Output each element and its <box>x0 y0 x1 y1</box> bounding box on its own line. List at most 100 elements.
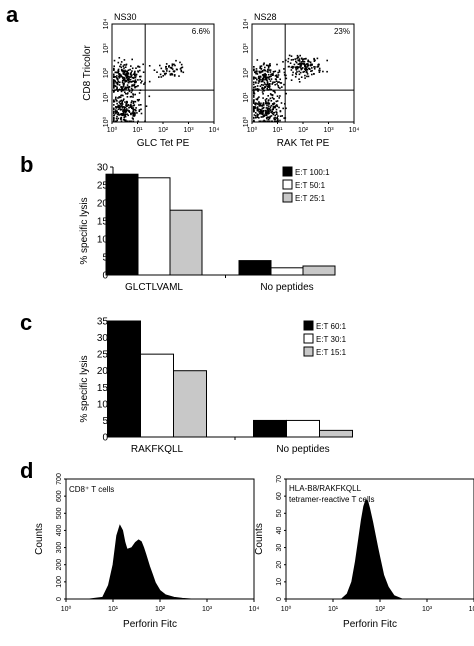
event-dot <box>269 106 272 108</box>
event-dot <box>275 100 278 103</box>
event-dot <box>268 88 271 90</box>
event-dot <box>263 114 265 116</box>
event-dot <box>135 73 138 76</box>
event-dot <box>255 68 258 70</box>
event-dot <box>117 69 119 72</box>
event-dot <box>130 87 133 90</box>
event-dot <box>313 68 316 70</box>
event-dot <box>258 96 260 98</box>
event-dot <box>260 71 262 74</box>
event-dot <box>166 70 168 72</box>
event-dot <box>132 101 135 103</box>
event-dot <box>264 69 266 72</box>
event-dot <box>133 115 136 117</box>
event-dot <box>130 91 133 94</box>
x-tick-label: 10¹ <box>272 127 283 134</box>
event-dot <box>266 104 268 107</box>
event-dot <box>269 107 271 110</box>
event-dot <box>263 74 266 77</box>
event-dot <box>262 120 264 123</box>
event-dot <box>257 82 260 84</box>
y-axis-label: % specific lysis <box>79 355 90 422</box>
event-dot <box>172 70 175 72</box>
event-dot <box>123 106 125 108</box>
event-dot <box>115 120 118 123</box>
event-dot <box>253 89 255 92</box>
event-dot <box>170 67 173 69</box>
event-dot <box>120 61 123 63</box>
event-dot <box>174 74 176 76</box>
event-dot <box>260 102 262 105</box>
y-tick-label: 40 <box>276 526 283 534</box>
event-dot <box>270 104 273 107</box>
event-dot <box>175 59 177 62</box>
event-dot <box>255 82 257 84</box>
gate-percentage: 23% <box>334 27 350 36</box>
event-dot <box>297 59 299 62</box>
event-dot <box>132 110 134 112</box>
event-dot <box>130 65 132 67</box>
event-dot <box>268 120 271 123</box>
event-dot <box>124 106 127 109</box>
event-dot <box>129 68 131 71</box>
event-dot <box>266 120 268 123</box>
x-tick-label: 10¹ <box>132 127 143 134</box>
event-dot <box>298 70 300 73</box>
event-dot <box>253 69 255 71</box>
event-dot <box>300 64 302 67</box>
event-dot <box>254 88 257 90</box>
y-tick-label: 400 <box>56 524 63 536</box>
event-dot <box>127 79 130 82</box>
event-dot <box>135 80 137 83</box>
event-dot <box>116 86 118 89</box>
event-dot <box>266 110 268 112</box>
event-dot <box>120 94 122 97</box>
legend-swatch <box>303 333 314 344</box>
event-dot <box>134 114 136 116</box>
event-dot <box>124 106 126 109</box>
event-dot <box>326 70 328 73</box>
event-dot <box>253 66 255 68</box>
y-tick-label: 10⁰ <box>102 117 110 128</box>
event-dot <box>143 83 145 85</box>
event-dot <box>127 75 130 78</box>
event-dot <box>259 67 261 69</box>
event-dot <box>115 107 117 109</box>
event-dot <box>291 74 294 76</box>
event-dot <box>256 73 259 75</box>
event-dot <box>263 62 265 64</box>
event-dot <box>156 71 158 73</box>
event-dot <box>169 66 172 69</box>
event-dot <box>158 76 160 78</box>
event-dot <box>132 102 135 105</box>
event-dot <box>265 100 267 103</box>
x-tick-label: 10³ <box>202 606 213 613</box>
event-dot <box>125 104 127 107</box>
event-dot <box>121 108 123 111</box>
population-label: CD8⁺ T cells <box>69 485 114 494</box>
event-dot <box>272 81 274 83</box>
event-dot <box>119 81 121 84</box>
event-dot <box>277 86 280 89</box>
y-tick-label: 70 <box>276 475 283 483</box>
event-dot <box>311 63 313 66</box>
event-dot <box>253 81 255 84</box>
event-dot <box>122 111 125 114</box>
event-dot <box>115 71 117 74</box>
event-dot <box>126 113 128 115</box>
x-tick-label: 10⁰ <box>281 605 292 613</box>
y-tick-label: 10 <box>276 578 283 586</box>
event-dot <box>115 99 118 102</box>
event-dot <box>253 102 255 104</box>
event-dot <box>307 63 309 65</box>
event-dot <box>117 90 119 92</box>
event-dot <box>124 86 126 89</box>
perforin-histogram-cd8: 10⁰ 10¹ 10² 10³ 10⁴ 0 100 200 300 400 500 600 700 Per… <box>34 473 259 630</box>
event-dot <box>164 73 166 76</box>
y-tick-label: 10⁴ <box>103 19 110 30</box>
event-dot <box>264 120 266 123</box>
event-dot <box>261 70 264 73</box>
event-dot <box>162 70 164 72</box>
event-dot <box>135 85 138 88</box>
event-dot <box>122 71 124 73</box>
